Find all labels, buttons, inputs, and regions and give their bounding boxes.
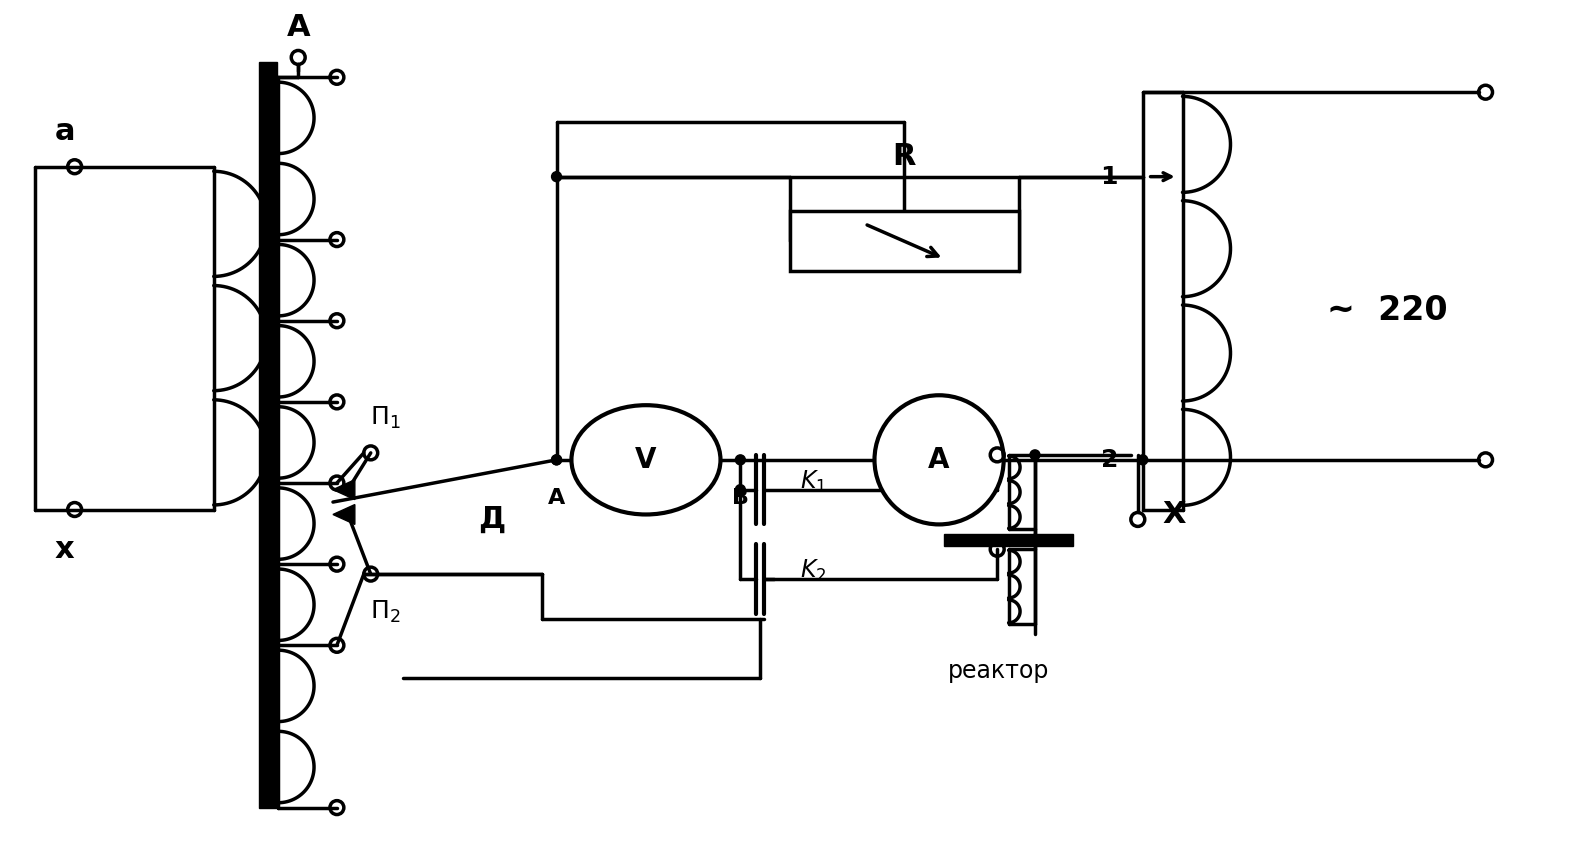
Text: $\Pi_2$: $\Pi_2$	[371, 599, 401, 625]
Circle shape	[551, 172, 562, 181]
Circle shape	[1030, 535, 1040, 544]
Circle shape	[1138, 455, 1148, 464]
Circle shape	[736, 484, 745, 495]
Text: R: R	[893, 142, 915, 171]
Text: B: B	[732, 488, 748, 508]
Circle shape	[874, 395, 1003, 524]
Text: A: A	[928, 446, 950, 474]
Text: 2: 2	[1100, 448, 1118, 472]
Circle shape	[736, 455, 745, 464]
Text: $K_2$: $K_2$	[799, 558, 826, 584]
Text: A: A	[548, 488, 565, 508]
Text: $K_1$: $K_1$	[799, 469, 826, 495]
Circle shape	[551, 455, 562, 464]
Bar	[790, 212, 1019, 271]
Text: V: V	[635, 446, 657, 474]
Text: ~  220: ~ 220	[1326, 294, 1447, 327]
Polygon shape	[333, 480, 355, 500]
Text: A: A	[287, 13, 310, 43]
Text: X: X	[1162, 500, 1186, 529]
Text: x: x	[54, 535, 75, 563]
Polygon shape	[333, 504, 355, 524]
Text: $\Pi_1$: $\Pi_1$	[371, 405, 401, 431]
Circle shape	[551, 455, 562, 464]
Bar	[944, 535, 1073, 546]
Circle shape	[1030, 450, 1040, 460]
Bar	[259, 62, 277, 807]
Text: 1: 1	[1100, 165, 1118, 188]
Text: Д: Д	[478, 505, 506, 534]
Text: a: a	[54, 117, 75, 147]
Text: реактор: реактор	[947, 659, 1049, 682]
Ellipse shape	[572, 405, 721, 515]
